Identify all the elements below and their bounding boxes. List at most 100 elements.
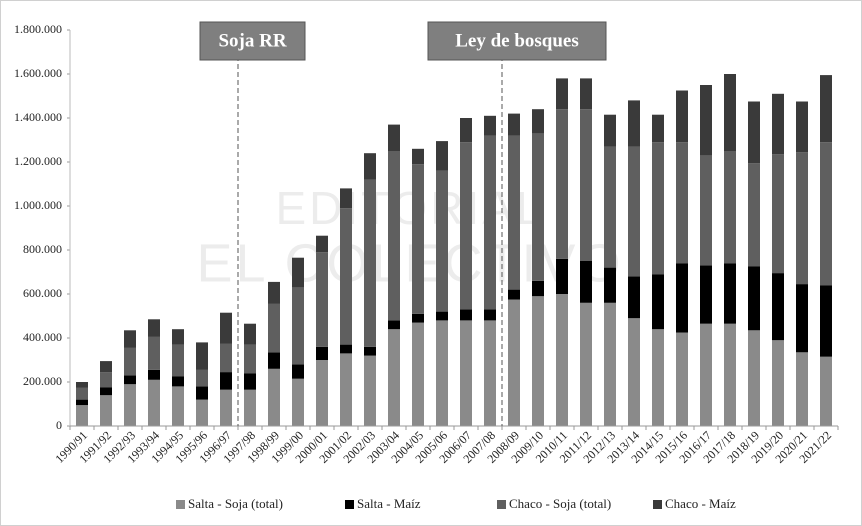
bar-segment (772, 94, 784, 155)
bar-segment (700, 155, 712, 265)
chart: EDITORIALEL COLECTIVO0200.000400.000600.… (0, 0, 862, 526)
bar-segment (172, 377, 184, 387)
watermark: EDITORIAL (276, 182, 545, 234)
bar-segment (748, 163, 760, 266)
bar-segment (580, 303, 592, 426)
bar-segment (340, 353, 352, 426)
bar-segment (772, 154, 784, 273)
bar-segment (172, 386, 184, 426)
bar-segment (484, 320, 496, 426)
bar-segment (76, 405, 88, 426)
bar-segment (628, 100, 640, 146)
bar-segment (796, 352, 808, 426)
bar-segment (364, 347, 376, 356)
bar-segment (724, 263, 736, 324)
bar-segment (220, 344, 232, 373)
bar-segment (532, 296, 544, 426)
bar-segment (652, 329, 664, 426)
bar-segment (652, 274, 664, 329)
bar-segment (364, 356, 376, 426)
bar-segment (412, 164, 424, 314)
bar-segment (556, 109, 568, 259)
bar-segment (124, 348, 136, 376)
bar-segment (628, 276, 640, 318)
bar-segment (676, 333, 688, 427)
bar-segment (316, 347, 328, 360)
bar-segment (268, 282, 280, 304)
bar-segment (196, 342, 208, 370)
legend-swatch (653, 500, 662, 509)
bar-segment (412, 149, 424, 164)
bar-segment (124, 384, 136, 426)
bar-segment (172, 329, 184, 344)
bar-segment (508, 136, 520, 290)
bar-segment (484, 136, 496, 310)
bar-segment (292, 364, 304, 378)
bar-segment (820, 357, 832, 426)
bar-segment (724, 151, 736, 263)
bar-segment (796, 102, 808, 153)
bar-segment (148, 370, 160, 380)
bar-segment (412, 323, 424, 426)
bar-segment (436, 171, 448, 312)
bar-segment (772, 273, 784, 340)
bar-segment (316, 252, 328, 347)
bar-segment (820, 75, 832, 142)
bar-segment (388, 125, 400, 151)
bar-segment (244, 324, 256, 345)
bar-segment (292, 287, 304, 364)
bar-segment (268, 369, 280, 426)
bar-segment (100, 372, 112, 387)
y-tick-label: 1.200.000 (14, 154, 62, 168)
annotation-label: Soja RR (218, 30, 286, 51)
bar-segment (700, 324, 712, 426)
bar-segment (436, 320, 448, 426)
bar-segment (436, 312, 448, 321)
bar-segment (100, 361, 112, 372)
bar-segment (580, 78, 592, 109)
bar-segment (268, 304, 280, 352)
bar-segment (124, 375, 136, 384)
bar-segment (748, 330, 760, 426)
bar-segment (508, 300, 520, 427)
bar-segment (148, 380, 160, 426)
bar-segment (652, 115, 664, 143)
bar-segment (676, 91, 688, 143)
legend-swatch (497, 500, 506, 509)
annotation-label: Ley de bosques (455, 30, 579, 51)
legend-label: Chaco - Soja (total) (509, 496, 611, 511)
y-tick-label: 1.400.000 (14, 110, 62, 124)
bar-segment (292, 379, 304, 426)
bar-segment (748, 102, 760, 164)
bar-segment (796, 284, 808, 352)
bar-segment (100, 395, 112, 426)
bar-segment (388, 329, 400, 426)
bar-segment (364, 180, 376, 347)
bar-segment (580, 109, 592, 261)
bar-segment (628, 147, 640, 277)
bar-segment (76, 382, 88, 388)
bar-segment (388, 151, 400, 320)
bar-segment (460, 320, 472, 426)
y-tick-label: 400.000 (23, 330, 62, 344)
bar-segment (364, 153, 376, 179)
bar-segment (244, 390, 256, 426)
bar-segment (76, 388, 88, 400)
bar-segment (676, 263, 688, 332)
bar-segment (604, 303, 616, 426)
bar-segment (700, 265, 712, 323)
bar-segment (172, 345, 184, 377)
bar-segment (820, 142, 832, 285)
bar-segment (604, 268, 616, 303)
legend-swatch (176, 500, 185, 509)
legend-swatch (345, 500, 354, 509)
bar-segment (220, 313, 232, 344)
bar-segment (292, 258, 304, 288)
bar-segment (676, 142, 688, 263)
legend-label: Salta - Maíz (357, 496, 421, 511)
bar-segment (244, 345, 256, 374)
bar-segment (268, 352, 280, 369)
bar-segment (412, 314, 424, 323)
legend-label: Salta - Soja (total) (188, 496, 283, 511)
bar-segment (196, 370, 208, 387)
